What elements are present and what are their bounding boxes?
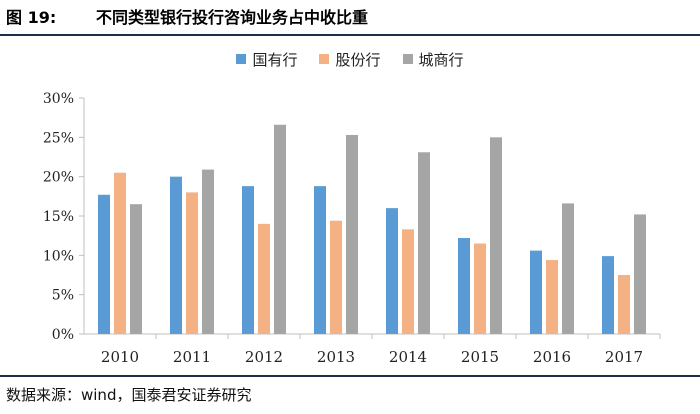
bar [258,223,270,334]
bar [330,220,342,334]
x-tick-label: 2017 [605,348,643,366]
bar [418,152,430,334]
legend-swatch [319,54,330,64]
x-tick-label: 2015 [461,348,499,366]
x-tick-label: 2013 [317,348,355,366]
bar [114,172,126,334]
bar [202,169,214,334]
legend-item: 城商行 [402,48,464,70]
bar [458,238,470,334]
y-tick-label: 15% [43,209,74,225]
bar [546,260,558,334]
bar [602,256,614,334]
legend-label: 城商行 [418,50,464,69]
bar [186,192,198,334]
legend-swatch [236,54,247,64]
bar-chart: 0% 5% 10% 15% 20% 25% 30% 2010 2011 2012 2013 2014 2… [43,91,661,366]
y-tick-label: 20% [43,170,74,186]
x-tick-label: 2016 [533,348,571,366]
y-tick-label: 30% [43,91,74,107]
bar [402,229,414,334]
bar [490,137,502,334]
bar [530,250,542,334]
x-tick-label: 2014 [389,348,427,366]
y-tick-label: 0% [52,327,74,343]
bar [242,186,254,334]
y-tick-label: 25% [43,130,74,146]
y-tick-label: 10% [43,248,74,264]
x-tick-label: 2010 [101,348,139,366]
bar [618,275,630,334]
bar [346,134,358,334]
chart-legend: 国有行 股份行 城商行 [0,48,700,70]
figure-title-bar: 图 19: 不同类型银行投行咨询业务占中收比重 [6,4,694,32]
bar [274,124,286,334]
top-rule [0,34,700,36]
x-tick-label: 2011 [173,348,211,366]
bar [130,204,142,334]
figure-label: 图 19: [6,8,57,27]
legend-item: 股份行 [319,48,381,70]
legend-swatch [402,54,413,64]
bottom-rule [0,375,700,377]
source-note: 数据来源：wind，国泰君安证券研究 [6,386,252,404]
bar [634,214,646,334]
legend-item: 国有行 [236,48,297,70]
x-tick-label: 2012 [245,348,283,366]
bar [170,176,182,334]
bar [562,203,574,334]
legend-label: 国有行 [252,50,298,69]
bar [98,194,110,334]
y-tick-label: 5% [52,288,74,304]
bar [386,208,398,334]
figure-title: 不同类型银行投行咨询业务占中收比重 [96,8,369,27]
bar [474,243,486,334]
legend-label: 股份行 [335,50,381,69]
bar [314,186,326,334]
